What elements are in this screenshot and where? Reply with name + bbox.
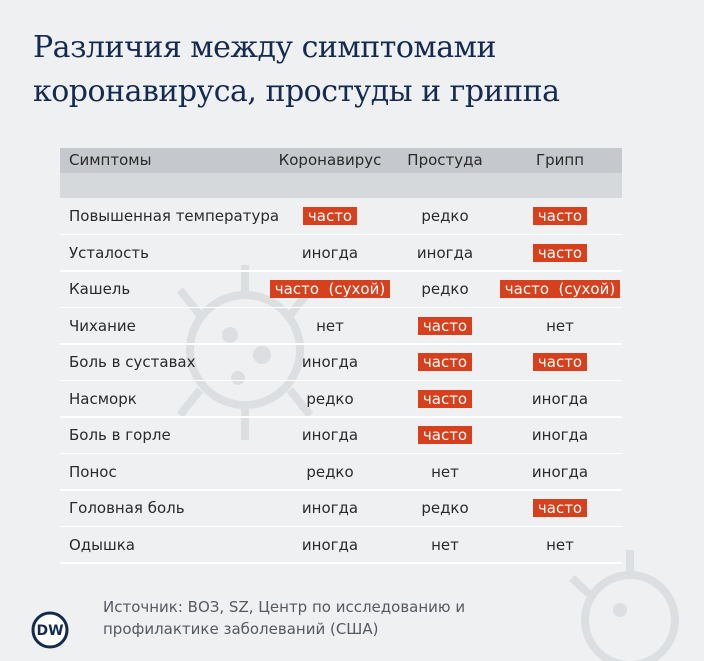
source: профилактике заболеваний (США) bbox=[103, 620, 379, 638]
value-cell: иногда bbox=[375, 243, 515, 263]
value-highlight: часто bbox=[532, 353, 588, 371]
value-highlight: часто bbox=[532, 499, 588, 517]
value-cell: редко bbox=[260, 462, 400, 482]
value-cell: иногда bbox=[260, 535, 400, 555]
column-header: Простуда bbox=[407, 151, 483, 169]
value-cell: часто bbox=[490, 498, 630, 518]
value-cell: иногда bbox=[490, 389, 630, 409]
row-divider bbox=[60, 452, 622, 454]
title-line: Различия между симптомами bbox=[33, 30, 496, 65]
value: нет bbox=[546, 316, 574, 335]
value-highlight: часто bbox=[302, 207, 358, 225]
value-cell: часто bbox=[375, 316, 515, 336]
value: иногда bbox=[531, 389, 589, 408]
value-highlight: часто (сухой) bbox=[499, 280, 621, 298]
logo-text: DW bbox=[36, 623, 63, 639]
value-highlight: часто bbox=[417, 353, 473, 371]
value: редко bbox=[421, 207, 469, 225]
value-cell: часто bbox=[375, 425, 515, 445]
logo: DW bbox=[31, 611, 69, 649]
value: нет bbox=[546, 535, 574, 554]
symptom: Боль в горле bbox=[69, 426, 171, 444]
value-highlight: часто bbox=[532, 207, 588, 225]
value: нет bbox=[431, 535, 459, 554]
value-cell: нет bbox=[375, 462, 515, 482]
value: редко bbox=[421, 499, 469, 517]
row-divider bbox=[60, 489, 622, 491]
symptom: Кашель bbox=[69, 280, 131, 298]
value: нет bbox=[431, 462, 459, 481]
row-divider bbox=[60, 306, 622, 308]
symptom: Насморк bbox=[69, 389, 137, 408]
header-row bbox=[60, 148, 622, 173]
value-highlight: часто (сухой) bbox=[269, 280, 391, 298]
column-header: Симптомы bbox=[69, 151, 152, 169]
value-cell: часто bbox=[260, 206, 400, 226]
value-highlight: часто bbox=[417, 389, 473, 408]
value: редко bbox=[306, 462, 354, 481]
value-cell: редко bbox=[375, 279, 515, 299]
row-divider bbox=[60, 416, 622, 418]
value: нет bbox=[316, 316, 344, 335]
value: иногда bbox=[301, 243, 359, 262]
value-cell: редко bbox=[260, 389, 400, 409]
value-cell: иногда bbox=[490, 425, 630, 445]
symptom: Боль в суставах bbox=[69, 353, 196, 371]
value: редко bbox=[421, 280, 469, 298]
value: иногда bbox=[301, 535, 359, 554]
value: редко bbox=[306, 389, 354, 408]
column-header: Грипп bbox=[535, 151, 585, 169]
title-line: коронавируса, простуды и гриппа bbox=[33, 74, 560, 109]
value-cell: нет bbox=[490, 316, 630, 336]
value: иногда bbox=[301, 426, 359, 444]
value-cell: иногда bbox=[260, 352, 400, 372]
value-cell: часто bbox=[490, 243, 630, 263]
value-cell: редко bbox=[375, 498, 515, 518]
symptom: Чихание bbox=[69, 316, 136, 335]
value-cell: редко bbox=[375, 206, 515, 226]
symptom: Усталость bbox=[69, 243, 149, 262]
row-divider bbox=[60, 270, 622, 272]
value-cell: часто bbox=[490, 206, 630, 226]
header-spacer bbox=[60, 173, 622, 198]
value-cell: иногда bbox=[490, 462, 630, 482]
value-cell: нет bbox=[260, 316, 400, 336]
symptom: Понос bbox=[69, 462, 117, 481]
value-highlight: часто bbox=[417, 426, 473, 444]
source: Источник: ВОЗ, SZ, Центр по исследованию… bbox=[103, 598, 466, 616]
value-cell: часто (сухой) bbox=[490, 279, 630, 299]
value-cell: нет bbox=[375, 535, 515, 555]
value: иногда bbox=[301, 499, 359, 517]
value-cell: иногда bbox=[260, 425, 400, 445]
value-cell: иногда bbox=[260, 243, 400, 263]
symptom: Головная боль bbox=[69, 499, 185, 517]
value: иногда bbox=[531, 426, 589, 444]
value-highlight: часто bbox=[532, 243, 588, 262]
symptom: Одышка bbox=[69, 535, 135, 554]
symptom: Повышенная температура bbox=[69, 207, 280, 225]
value: иногда bbox=[416, 243, 474, 262]
row-divider bbox=[60, 233, 622, 235]
row-divider bbox=[60, 379, 622, 381]
value: иногда bbox=[531, 462, 589, 481]
row-divider bbox=[60, 562, 622, 564]
value: иногда bbox=[301, 353, 359, 371]
value-cell: часто bbox=[375, 352, 515, 372]
value-cell: иногда bbox=[260, 498, 400, 518]
value-cell: часто bbox=[375, 389, 515, 409]
value-cell: часто bbox=[490, 352, 630, 372]
row-divider bbox=[60, 343, 622, 345]
row-divider bbox=[60, 525, 622, 527]
value-cell: нет bbox=[490, 535, 630, 555]
value-cell: часто (сухой) bbox=[260, 279, 400, 299]
column-header: Коронавирус bbox=[278, 151, 382, 169]
value-highlight: часто bbox=[417, 316, 473, 335]
